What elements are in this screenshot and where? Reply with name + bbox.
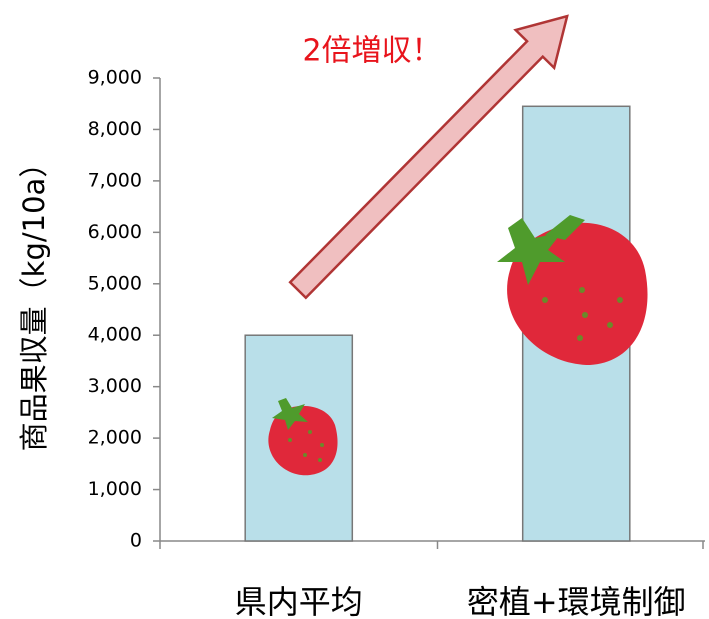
y-tick-label: 9,000	[88, 67, 142, 89]
y-tick-label: 3,000	[88, 375, 142, 397]
strawberry-small	[268, 398, 338, 476]
y-tick-label: 0	[130, 530, 142, 552]
annotation: 2倍増収！	[302, 34, 441, 69]
y-tick-label: 1,000	[88, 478, 142, 500]
strawberry-large	[497, 215, 648, 365]
y-tick-label: 4,000	[88, 324, 142, 346]
x-tick-label: 密植+環境制御	[467, 583, 686, 619]
x-tick-label: 県内平均	[235, 583, 363, 619]
y-tick-label: 7,000	[88, 169, 142, 191]
y-tick-label: 2,000	[88, 427, 142, 449]
y-axis-label: 商品果収量（kg/10a）	[17, 149, 51, 452]
y-tick-label: 6,000	[88, 221, 142, 243]
growth-arrow	[288, 14, 569, 300]
bars: 0 1,000 2,000 3,000 4,000 5,000 6,000 7,000 8,00…	[88, 67, 705, 619]
y-tick-label: 5,000	[88, 272, 142, 294]
y-tick-label: 8,000	[88, 118, 142, 140]
